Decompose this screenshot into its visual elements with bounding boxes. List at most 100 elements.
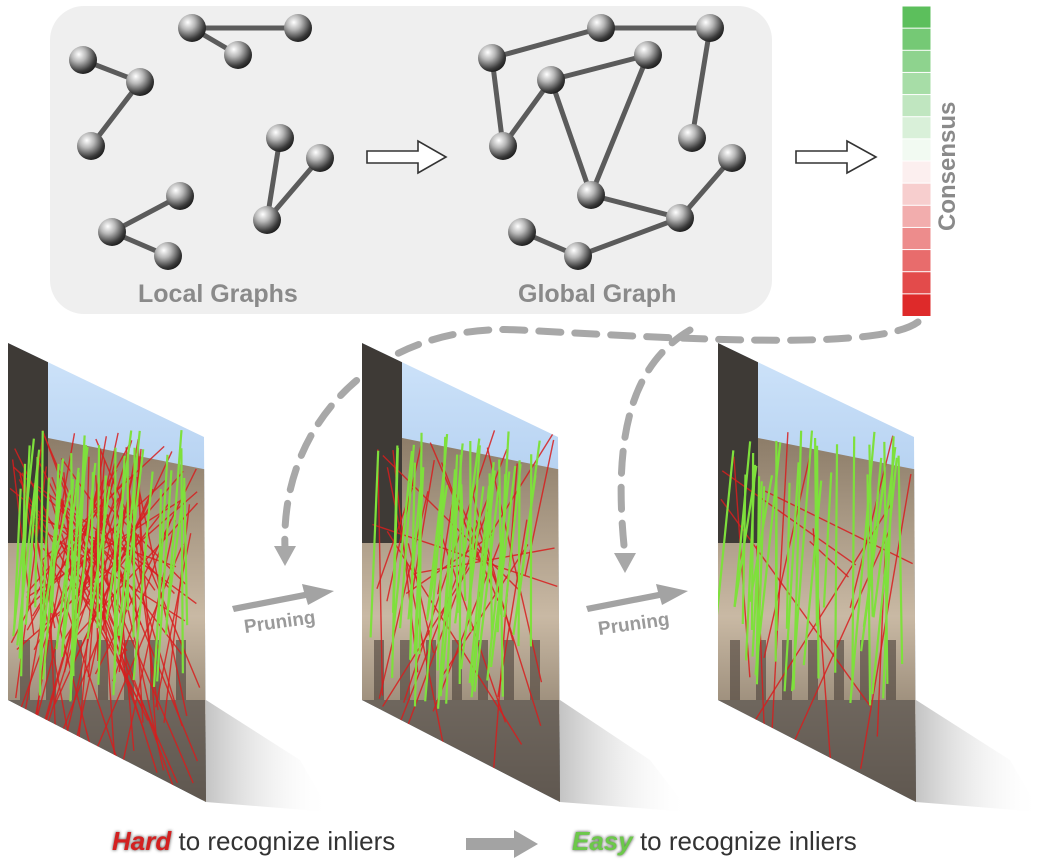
node-icon	[489, 132, 517, 160]
pruning-arrow-icon	[586, 584, 688, 612]
inlier-match-line	[69, 472, 80, 690]
consensus-cell	[901, 226, 932, 251]
inlier-match-line	[407, 487, 422, 620]
inlier-match-line	[157, 489, 162, 623]
inlier-match-line	[105, 430, 133, 621]
inlier-match-line	[871, 457, 898, 695]
consensus-bar	[901, 5, 932, 318]
outlier-match-line	[492, 463, 518, 772]
inlier-match-line	[473, 485, 500, 692]
inlier-match-line	[439, 443, 464, 697]
inlier-match-line	[409, 462, 417, 660]
inlier-match-line	[369, 450, 380, 638]
hard-word: Hard	[112, 826, 172, 856]
consensus-cell	[901, 116, 932, 140]
inlier-match-line	[486, 471, 511, 681]
node-icon	[224, 41, 252, 69]
match-image-dense	[8, 343, 206, 802]
inlier-match-line	[391, 445, 399, 613]
inlier-match-line	[55, 467, 80, 650]
consensus-cell	[901, 182, 932, 207]
node-icon	[284, 14, 312, 42]
node-icon	[306, 144, 334, 172]
inlier-match-line	[418, 432, 423, 655]
outlier-match-line	[94, 468, 197, 675]
inlier-match-line	[755, 476, 761, 677]
inlier-match-line	[20, 463, 27, 677]
arrowhead-icon	[274, 546, 296, 566]
inlier-match-line	[97, 475, 107, 685]
outlier-match-line	[486, 447, 543, 683]
node-icon	[587, 14, 615, 42]
node-icon	[69, 46, 97, 74]
global-graph-nodes	[478, 14, 746, 270]
inlier-match-line	[751, 481, 763, 657]
node-icon	[154, 242, 182, 270]
inlier-match-line	[718, 450, 735, 658]
node-icon	[126, 68, 154, 96]
inlier-match-line	[117, 430, 141, 636]
inlier-match-line	[498, 459, 504, 697]
node-icon	[666, 204, 694, 232]
outlier-match-line	[524, 439, 555, 576]
outlier-match-line	[16, 491, 198, 650]
consensus-cell	[901, 27, 932, 52]
consensus-cell	[901, 138, 932, 163]
inlier-match-line	[96, 445, 101, 629]
inlier-match-line	[132, 471, 154, 681]
node-icon	[266, 124, 294, 152]
outlier-match-line	[377, 449, 384, 696]
outlier-match-line	[769, 432, 789, 759]
inlier-match-line	[468, 485, 491, 684]
caption: Hard to recognize inliers Easy to recogn…	[0, 826, 1051, 866]
inlier-match-line	[454, 488, 459, 613]
inlier-match-line	[132, 447, 136, 638]
node-icon	[77, 132, 105, 160]
node-icon	[166, 182, 194, 210]
hollow-right-arrow-icon	[366, 139, 448, 175]
outlier-match-line	[137, 448, 143, 599]
outlier-match-line	[763, 457, 811, 659]
consensus-label: Consensus	[934, 101, 961, 231]
caption-easy: Easy to recognize inliers	[572, 826, 857, 857]
inlier-match-line	[815, 445, 820, 679]
inlier-match-line	[868, 444, 874, 617]
inlier-match-line	[460, 484, 467, 601]
inlier-match-line	[398, 444, 415, 629]
node-icon	[253, 206, 281, 234]
consensus-cell	[901, 271, 932, 295]
node-icon	[508, 218, 536, 246]
node-icon	[696, 14, 724, 42]
node-icon	[718, 144, 746, 172]
outlier-match-line	[41, 445, 165, 561]
inlier-match-line	[883, 441, 889, 684]
inlier-match-line	[785, 482, 791, 629]
inlier-match-line	[517, 460, 521, 647]
hollow-right-arrow-icon	[795, 139, 878, 175]
node-icon	[478, 44, 506, 72]
node-icon	[537, 66, 565, 94]
outlier-match-line	[120, 519, 177, 771]
inlier-match-line	[41, 486, 62, 680]
inlier-match-line	[459, 486, 485, 670]
consensus-cell	[901, 5, 932, 30]
outlier-match-line	[83, 543, 184, 778]
caption-arrow-icon	[466, 830, 538, 858]
inlier-match-line	[156, 470, 173, 682]
easy-word: Easy	[572, 826, 633, 856]
inlier-match-line	[749, 475, 774, 602]
inlier-match-line	[118, 449, 145, 655]
inlier-match-line	[34, 457, 39, 608]
inlier-match-line	[851, 436, 856, 686]
local-graphs-label: Local Graphs	[138, 280, 298, 308]
inlier-match-line	[183, 477, 189, 626]
image-panels	[8, 343, 1040, 812]
inlier-match-line	[503, 464, 522, 618]
inlier-match-line	[39, 458, 65, 655]
inlier-match-line	[862, 475, 886, 627]
node-icon	[178, 14, 206, 42]
consensus-cell	[901, 71, 932, 96]
inlier-match-line	[113, 447, 117, 683]
dashed-feedback-arrows	[281, 318, 922, 559]
